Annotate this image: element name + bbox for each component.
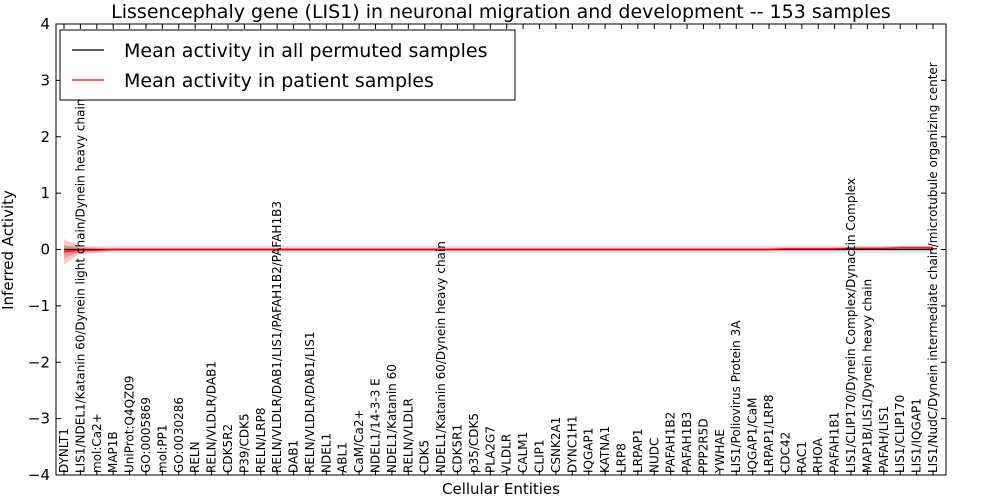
- x-tick-label: P39/CDK5: [237, 413, 251, 473]
- x-tick-label: GO:0005869: [139, 397, 153, 473]
- x-tick-label: LRPAP1/LRP8: [762, 394, 776, 473]
- x-tick-label: LRP8: [614, 443, 628, 473]
- x-tick-label: MAP1B/LIS1/Dynein heavy chain: [860, 279, 874, 473]
- y-tick-label: 3: [40, 71, 50, 89]
- x-tick-label: RELN/VLDLR/DAB1: [205, 361, 219, 473]
- x-tick-label: LIS1/NDEL1/Katanin 60/Dynein light chain…: [73, 99, 87, 473]
- x-tick-label: LIS1/CLIP170: [893, 395, 907, 473]
- x-tick-label: NUDC: [647, 438, 661, 473]
- x-tick-label: PAFAH1B2: [664, 412, 678, 473]
- x-tick-label: LRPAP1: [631, 428, 645, 473]
- x-tick-label: CDK5: [418, 440, 432, 473]
- x-tick-label: mol:PP1: [155, 424, 169, 473]
- x-tick-label: CSNK2A1: [549, 417, 563, 473]
- x-tick-label: CDK5R1: [451, 424, 465, 473]
- x-tick-label: NDEL1/Katanin 60: [385, 364, 399, 473]
- x-tick-label: DYNC1H1: [565, 415, 579, 473]
- x-tick-label: NDEL1/14-3-3 E: [369, 378, 383, 473]
- y-tick-label: −2: [28, 353, 50, 371]
- x-tick-label: PLA2G7: [483, 426, 497, 473]
- x-tick-label: CDK5R2: [221, 424, 235, 473]
- x-tick-label: RELN/VLDLR/DAB1/LIS1/PAFAH1B2/PAFAH1B3: [270, 201, 284, 473]
- y-tick-label: −3: [28, 410, 50, 428]
- x-tick-label: mol:Ca2+: [90, 413, 104, 473]
- x-tick-label: GO:0030286: [172, 397, 186, 473]
- y-tick-label: 4: [40, 15, 50, 33]
- y-axis-label: Inferred Activity: [0, 190, 17, 310]
- x-tick-label: ABL1: [336, 442, 350, 473]
- y-tick-label: 0: [40, 241, 50, 259]
- x-tick-label: RAC1: [795, 441, 809, 473]
- x-tick-label: RELN/LRP8: [254, 407, 268, 473]
- legend: Mean activity in all permuted samples Me…: [59, 29, 516, 101]
- chart-title: Lissencephaly gene (LIS1) in neuronal mi…: [111, 1, 891, 23]
- x-tick-label: PAFAH/LIS1: [877, 406, 891, 473]
- x-tick-label: RELN: [188, 441, 202, 473]
- x-tick-label: LIS1/CLIP170/Dynein Complex/Dynactin Com…: [844, 178, 858, 473]
- x-tick-label: p35/CDK5: [467, 413, 481, 473]
- legend-label-permuted: Mean activity in all permuted samples: [124, 40, 487, 62]
- y-axis-ticks: −4 −3 −2 −1 0 1 2 3 4: [28, 15, 946, 484]
- x-tick-label: DYNLT1: [57, 428, 71, 473]
- x-tick-label: CaM/Ca2+: [352, 409, 366, 473]
- x-tick-label: MAP1B: [106, 431, 120, 473]
- series-lines: [63, 247, 933, 253]
- x-tick-label: IQGAP1: [582, 428, 596, 473]
- x-tick-label: IQGAP1/CaM: [746, 398, 760, 474]
- x-tick-label: RELN/VLDLR: [401, 398, 415, 473]
- x-tick-label: PAFAH1B3: [680, 412, 694, 473]
- x-tick-label: DAB1: [287, 440, 301, 473]
- x-tick-label: LIS1/Poliovirus Protein 3A: [729, 320, 743, 473]
- y-tick-label: 2: [40, 128, 50, 146]
- x-tick-label: UniProt:Q4QZ09: [123, 375, 137, 473]
- legend-label-patient: Mean activity in patient samples: [124, 70, 434, 92]
- patient-mean-line: [63, 247, 933, 253]
- x-tick-label: RHOA: [811, 437, 825, 473]
- x-tick-label: KATNA1: [598, 426, 612, 473]
- x-tick-label: LIS1/NudC/Dynein intermediate chain/micr…: [926, 62, 940, 473]
- x-tick-label: NDEL1: [319, 433, 333, 473]
- x-tick-label: PAFAH1B1: [828, 412, 842, 473]
- x-axis-ticks: DYNLT1 LIS1/NDEL1/Katanin 60/Dynein light…: [57, 24, 940, 475]
- x-tick-label: RELN/VLDLR/DAB1/LIS1: [303, 332, 317, 473]
- x-tick-label: VLDLR: [500, 434, 514, 473]
- x-tick-label: CDC42: [778, 432, 792, 473]
- x-tick-label: CALM1: [516, 432, 530, 473]
- x-tick-label: YWHAE: [713, 429, 727, 474]
- y-tick-label: 1: [40, 184, 50, 202]
- x-tick-label: PPP2R5D: [696, 418, 710, 473]
- x-tick-label: CLIP1: [532, 440, 546, 473]
- x-tick-label: NDEL1/Katanin 60/Dynein heavy chain: [434, 241, 448, 473]
- y-tick-label: −1: [28, 297, 50, 315]
- y-tick-label: −4: [28, 466, 50, 484]
- x-tick-label: LIS1/IQGAP1: [910, 398, 924, 473]
- x-axis-label: Cellular Entities: [442, 480, 560, 498]
- legend-box: [59, 29, 516, 101]
